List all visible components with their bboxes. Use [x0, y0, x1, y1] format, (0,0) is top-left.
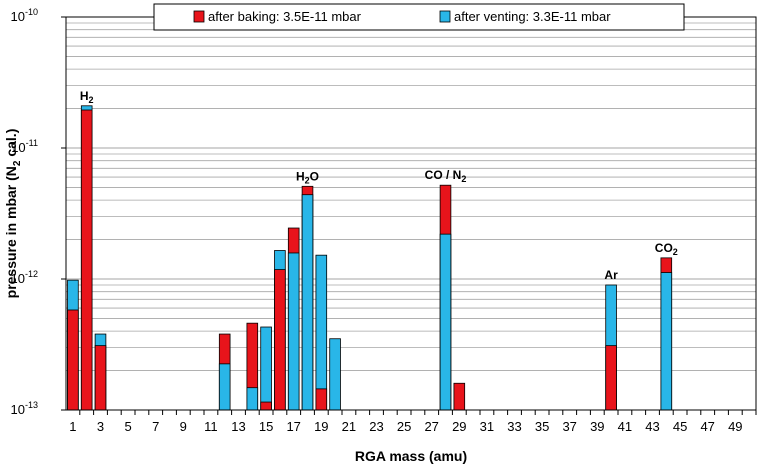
- x-tick-label: 47: [700, 419, 714, 434]
- x-tick-label: 7: [152, 419, 159, 434]
- x-tick-label: 11: [204, 419, 218, 434]
- x-tick-label: 5: [124, 419, 131, 434]
- y-tick-label: 10-11: [11, 138, 38, 155]
- x-tick-label: 45: [673, 419, 687, 434]
- x-tick-label: 49: [728, 419, 742, 434]
- peak-label: CO / N2: [425, 168, 467, 184]
- bar-after-baking-mass-3: [94, 345, 107, 411]
- plot-frame: [65, 16, 757, 411]
- peak-label: H2: [80, 89, 94, 105]
- peak-label: H2O: [296, 169, 319, 185]
- x-tick-label: 33: [507, 419, 521, 434]
- y-axis-title-sub: 2: [12, 160, 23, 166]
- y-axis-title-tail: cal.): [3, 129, 19, 161]
- bar-after-venting-mass-14: [246, 387, 259, 411]
- x-tick-label: 43: [645, 419, 659, 434]
- x-tick-label: 39: [590, 419, 604, 434]
- y-tick-label: 10-10: [11, 7, 38, 24]
- bar-after-venting-mass-12: [218, 363, 231, 411]
- bar-after-venting-mass-19: [315, 254, 328, 411]
- bar-after-baking-mass-29: [453, 382, 466, 411]
- annotation-layer: H2 H2O CO / N2 Ar CO2: [80, 89, 678, 282]
- x-tick-label: 35: [535, 419, 549, 434]
- bar-after-venting-mass-20: [329, 338, 341, 411]
- x-tick-label: 1: [69, 419, 76, 434]
- bar-after-baking-mass-2: [80, 109, 93, 411]
- x-tick-label: 25: [397, 419, 411, 434]
- y-axis-title-main: pressure in mbar (N: [3, 166, 19, 298]
- bar-after-baking-mass-16: [274, 269, 286, 411]
- bar-after-venting-mass-15: [260, 326, 272, 411]
- bar-after-venting-mass-28: [439, 233, 452, 411]
- bar-after-baking-mass-19: [315, 388, 328, 411]
- bar-after-venting-mass-17: [287, 252, 300, 411]
- legend: after baking: 3.5E-11 mbar after venting…: [153, 3, 685, 31]
- legend-swatch-after-venting: [439, 10, 451, 23]
- ticks-layer: 1 3 5 7 9 11 13 15 17 19 21 23 25 27 29 31 33 35 37 39 41 43 4…: [11, 7, 757, 434]
- bars-layer: [67, 105, 673, 411]
- bar-after-baking-mass-1: [67, 309, 79, 411]
- y-axis-title: pressure in mbar (N2 cal.): [3, 129, 23, 299]
- x-tick-label: 17: [286, 419, 300, 434]
- x-tick-label: 27: [424, 419, 438, 434]
- y-tick-label: 10-12: [11, 269, 38, 286]
- x-tick-label: 37: [562, 419, 576, 434]
- x-tick-label: 3: [97, 419, 104, 434]
- x-tick-label: 41: [618, 419, 632, 434]
- legend-label-after-venting: after venting: 3.3E-11 mbar: [454, 9, 611, 24]
- legend-box: [153, 3, 685, 31]
- grid-layer: [66, 22, 756, 371]
- x-tick-label: 15: [259, 419, 273, 434]
- bar-after-baking-mass-15: [260, 401, 272, 411]
- peak-label: Ar: [604, 268, 618, 282]
- x-tick-label: 13: [231, 419, 245, 434]
- legend-swatch-after-baking: [193, 10, 205, 23]
- legend-label-after-baking: after baking: 3.5E-11 mbar: [208, 9, 362, 24]
- bar-after-venting-mass-44: [660, 272, 673, 411]
- peak-label: CO2: [655, 241, 678, 257]
- x-tick-label: 29: [452, 419, 466, 434]
- bar-after-venting-mass-18: [301, 194, 314, 411]
- x-tick-label: 9: [180, 419, 187, 434]
- x-axis-title: RGA mass (amu): [355, 448, 467, 464]
- x-tick-label: 21: [342, 419, 356, 434]
- x-tick-label: 19: [314, 419, 328, 434]
- x-tick-label: 31: [480, 419, 494, 434]
- y-tick-label: 10-13: [11, 400, 38, 417]
- bar-after-baking-mass-40: [605, 345, 617, 411]
- x-tick-label: 23: [369, 419, 383, 434]
